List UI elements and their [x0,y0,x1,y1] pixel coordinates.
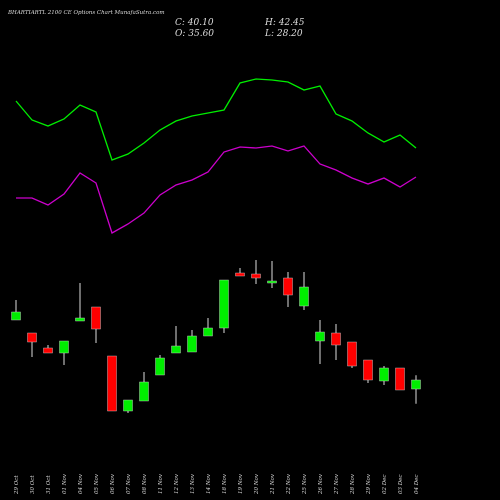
x-tick-label: 12 Nov [174,473,180,494]
candle-body [171,345,181,354]
x-tick-label: 04 Dec [414,475,420,495]
x-tick-label: 29 Nov [366,473,372,495]
candle-body [395,367,405,391]
x-tick-label: 04 Nov [78,473,84,494]
x-tick-label: 25 Nov [302,473,308,495]
x-tick-label: 05 Nov [94,473,100,494]
x-tick-label: 29 Oct [14,475,20,495]
x-tick-label: 01 Nov [62,473,68,494]
stat: C: 40.10 [175,18,214,28]
candle-body [59,340,69,354]
indicator-line [15,78,417,161]
stat: O: 35.60 [175,29,214,39]
candle-body [203,327,213,337]
x-tick-label: 30 Oct [30,475,36,494]
x-tick-label: 11 Nov [158,473,164,494]
chart-title: BHARTIARTL 2100 CE Options Chart MunafaS… [7,10,165,16]
x-tick-label: 14 Nov [206,473,212,494]
x-tick-label: 19 Nov [238,473,244,494]
candle-body [379,367,389,382]
candle-body [347,341,357,367]
candle-body [155,357,165,376]
candle-body [251,273,261,279]
candle-body [123,399,133,412]
x-tick-label: 13 Nov [190,473,196,494]
candle-body [315,331,325,342]
candle-body [91,306,101,330]
candle-body [107,355,117,412]
x-tick-label: 27 Nov [334,473,340,495]
x-tick-label: 18 Nov [222,473,228,494]
x-tick-label: 26 Nov [318,473,324,495]
candle-body [139,381,149,402]
indicator-line [16,145,417,234]
candle-body [331,332,341,346]
candle-body [219,279,229,329]
x-tick-label: 08 Nov [142,473,148,494]
candle-body [283,277,293,296]
candle-body [187,335,197,353]
candle-body [75,317,85,322]
candle-body [11,311,21,321]
x-tick-label: 22 Nov [286,473,292,495]
stat: H: 42.45 [264,18,305,28]
candle-body [235,272,245,277]
x-tick-label: 28 Nov [350,473,356,495]
candle-body [363,359,373,381]
x-tick-label: 21 Nov [270,473,276,495]
x-tick-label: 03 Dec [398,475,404,495]
x-tick-label: 20 Nov [254,473,260,495]
stat: L: 28.20 [264,29,303,39]
candle-body [411,379,421,390]
candle-body [43,347,53,354]
x-tick-label: 02 Dec [382,475,388,495]
x-tick-label: 06 Nov [110,473,116,494]
candle-body [299,286,309,307]
candle-body [27,332,37,343]
x-tick-label: 07 Nov [126,473,132,494]
candle-body [267,280,277,284]
x-tick-label: 31 Oct [46,475,52,494]
